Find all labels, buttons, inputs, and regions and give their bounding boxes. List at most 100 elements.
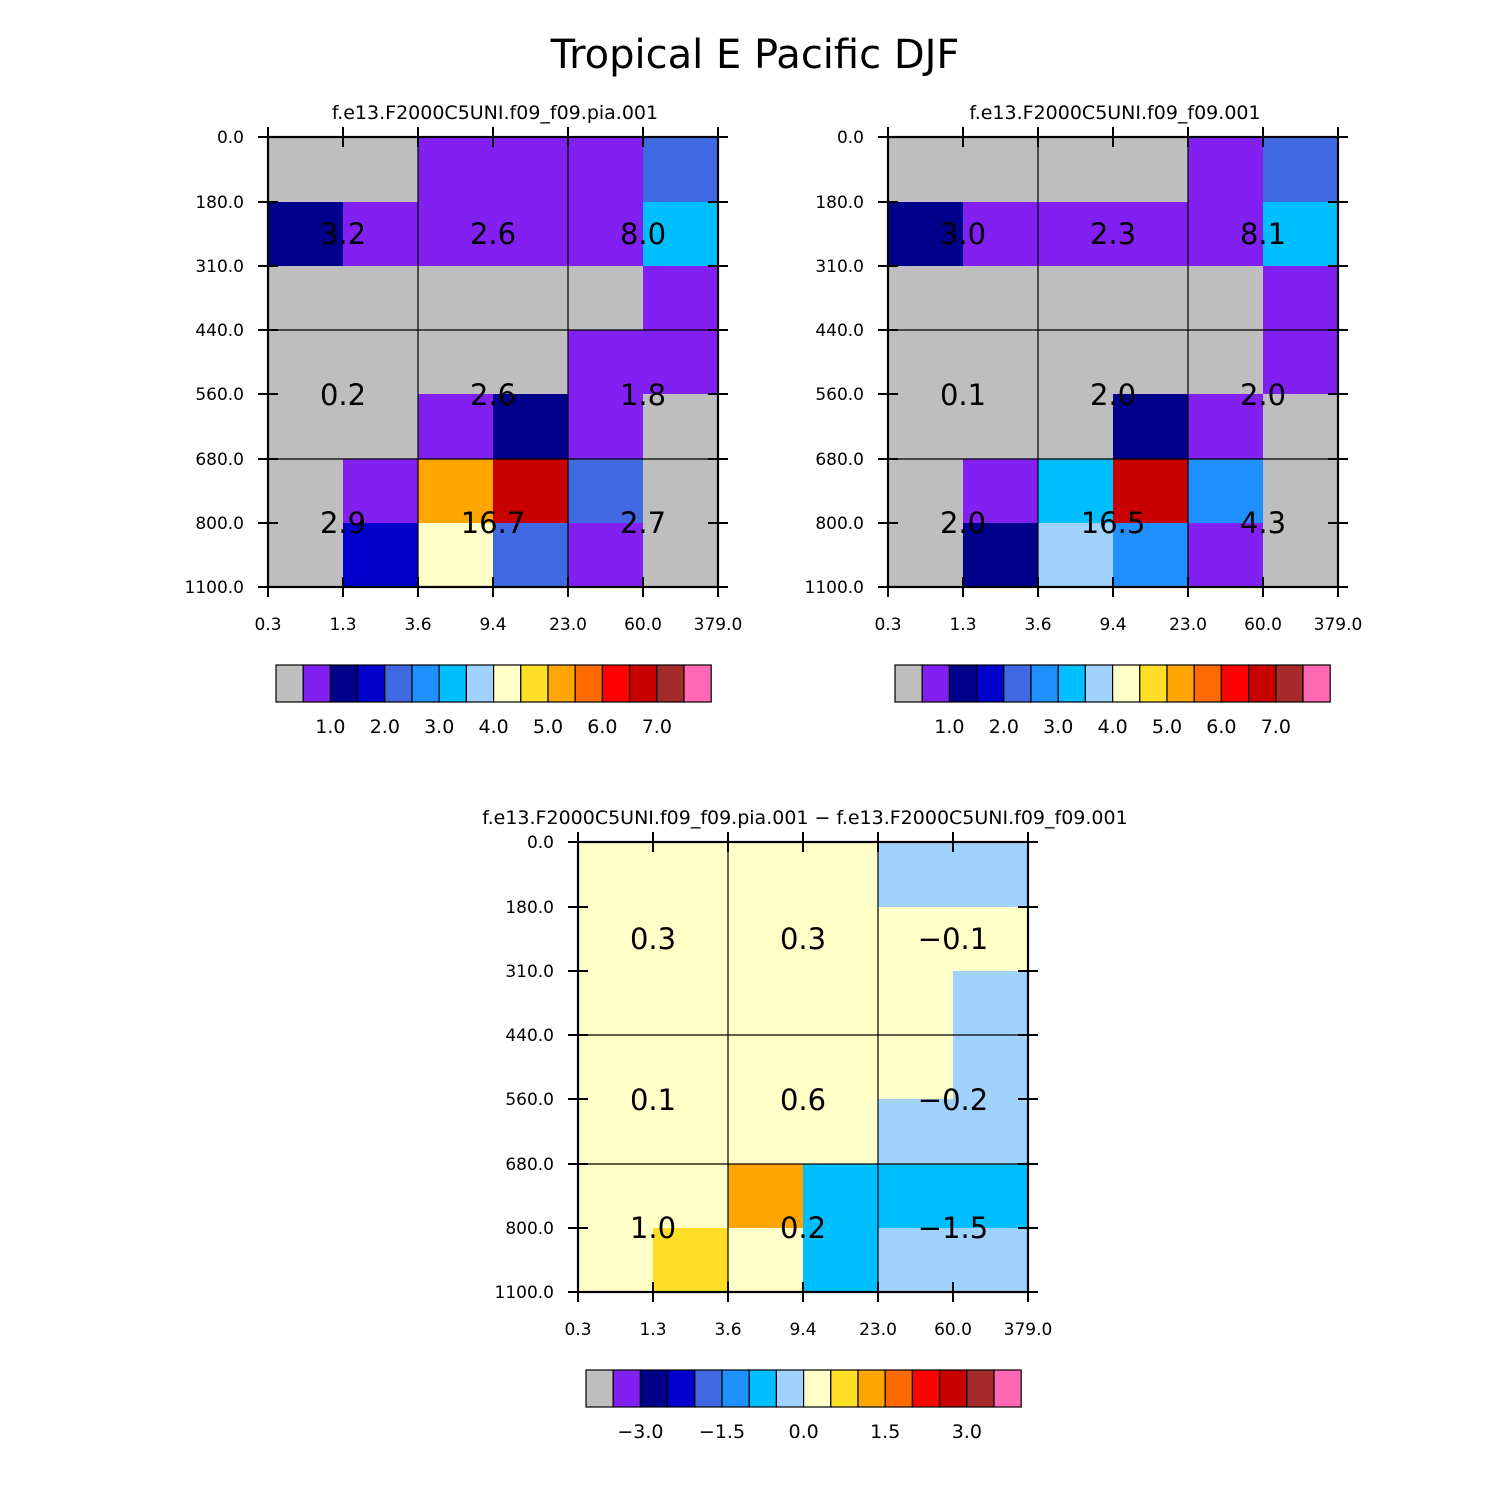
heatmap-cell — [803, 1099, 879, 1165]
colorbar-box — [384, 664, 413, 703]
heatmap-cell — [418, 330, 494, 395]
panel-3: f.e13.F2000C5UNI.f09_f09.pia.001 − f.e13… — [482, 807, 1127, 1443]
heatmap-cell — [578, 907, 654, 972]
box-value-label: 0.1 — [940, 378, 986, 412]
heatmap-cell — [418, 459, 494, 524]
y-tick-label: 440.0 — [195, 321, 244, 341]
colorbar-box — [1057, 664, 1086, 703]
x-tick-label: 1.3 — [639, 1320, 666, 1340]
colorbar-box — [585, 1369, 614, 1408]
heatmap-cell — [963, 202, 1039, 267]
heatmap-cell — [1113, 202, 1189, 267]
heatmap-cell — [888, 202, 964, 267]
heatmap-cell — [1263, 394, 1339, 460]
box-value-label: 2.0 — [1240, 378, 1286, 412]
heatmap-cell — [953, 971, 1029, 1036]
colorbar-box — [666, 1369, 696, 1408]
heatmap-cell — [493, 459, 569, 524]
y-tick-label: 800.0 — [505, 1219, 554, 1239]
colorbar-box — [438, 664, 468, 703]
heatmap-cell — [568, 394, 644, 460]
heatmap-cell — [653, 842, 729, 908]
x-tick-label: 3.6 — [404, 615, 431, 635]
colorbar-label: 5.0 — [1152, 716, 1182, 738]
heatmap-cell — [1038, 459, 1114, 524]
box-value-label: 2.9 — [320, 506, 366, 540]
heatmap-cell — [878, 1099, 954, 1165]
colorbar: −3.0 −1.5 0.0 1.5 3.0 — [585, 1369, 1022, 1443]
heatmap-cell — [268, 202, 344, 267]
colorbar-box — [938, 1369, 968, 1408]
colorbar-label: 3.0 — [424, 716, 454, 738]
heatmap-cell — [878, 842, 954, 908]
heatmap-cell — [343, 459, 419, 524]
heatmap-cell — [418, 266, 494, 331]
heatmap-cell — [1263, 459, 1339, 524]
colorbar-label: 1.0 — [315, 716, 345, 738]
colorbar-box — [656, 664, 685, 703]
heatmap-cell — [1113, 394, 1189, 460]
colorbar-box — [639, 1369, 669, 1408]
heatmap-cell — [343, 202, 419, 267]
box-value-label: 4.3 — [1240, 506, 1286, 540]
panel-2: f.e13.F2000C5UNI.f09_f09.001 0.0 180.0 310.… — [805, 102, 1363, 738]
colorbar-box — [302, 664, 332, 703]
heatmap-cell — [963, 523, 1039, 588]
y-tick-label: 680.0 — [505, 1155, 554, 1175]
x-tick-label: 1.3 — [329, 615, 356, 635]
x-tick-label: 379.0 — [1314, 615, 1363, 635]
heatmap-cell — [803, 1228, 879, 1293]
heatmap-cell — [268, 330, 344, 395]
heatmap-cell — [953, 1228, 1029, 1293]
x-tick-label: 23.0 — [1169, 615, 1207, 635]
heatmap-cell — [1188, 459, 1264, 524]
panel-title: f.e13.F2000C5UNI.f09_f09.001 — [969, 102, 1260, 124]
y-tick-label: 800.0 — [195, 514, 244, 534]
y-tick-label: 680.0 — [815, 450, 864, 470]
colorbar-box — [1275, 664, 1304, 703]
colorbar-label: 6.0 — [587, 716, 617, 738]
heatmap-cell — [578, 1228, 654, 1293]
heatmap-cell — [888, 137, 964, 203]
x-tick-label: 0.3 — [874, 615, 901, 635]
heatmap-cell — [493, 330, 569, 395]
box-value-label: 16.5 — [1081, 506, 1146, 540]
heatmap-cell — [578, 1099, 654, 1165]
colorbar-box — [1247, 664, 1277, 703]
colorbar-box — [894, 664, 923, 703]
heatmap-cell — [268, 266, 344, 331]
figure-title: Tropical E Pacific DJF — [550, 32, 960, 78]
heatmap-cell — [578, 1164, 654, 1229]
heatmap-cell — [1113, 459, 1189, 524]
box-value-label: 0.3 — [630, 922, 676, 956]
heatmap-cell — [653, 1035, 729, 1100]
heatmap-cell — [1113, 523, 1189, 588]
y-tick-label: 560.0 — [195, 385, 244, 405]
box-value-label: 0.3 — [780, 922, 826, 956]
heatmap-cell — [568, 137, 644, 203]
heatmap-cell — [643, 523, 719, 588]
x-tick-label: 0.3 — [254, 615, 281, 635]
heatmap-cell — [1038, 330, 1114, 395]
heatmap-cell — [653, 971, 729, 1036]
colorbar-label: 3.0 — [1043, 716, 1073, 738]
heatmap-cell — [643, 202, 719, 267]
x-tick-label: 379.0 — [1004, 1320, 1053, 1340]
heatmap-cell — [963, 459, 1039, 524]
box-value-label: 16.7 — [461, 506, 526, 540]
heatmap-cell — [803, 907, 879, 972]
colorbar-box — [1220, 664, 1250, 703]
heatmap-cell — [1188, 523, 1264, 588]
heatmap-cell — [953, 842, 1029, 908]
panels: f.e13.F2000C5UNI.f09_f09.pia.001 0.0 180.0… — [185, 102, 1363, 1443]
heatmap-cell — [728, 842, 804, 908]
colorbar-label: −3.0 — [617, 1421, 663, 1443]
colorbar-box — [411, 664, 440, 703]
y-tick-label: 1100.0 — [805, 578, 864, 598]
heatmap-cell — [418, 394, 494, 460]
x-tick-label: 0.3 — [564, 1320, 591, 1340]
x-tick-label: 60.0 — [624, 615, 662, 635]
box-value-label: 0.2 — [320, 378, 366, 412]
heatmap-cell — [803, 1035, 879, 1100]
heatmap-cell — [1038, 202, 1114, 267]
